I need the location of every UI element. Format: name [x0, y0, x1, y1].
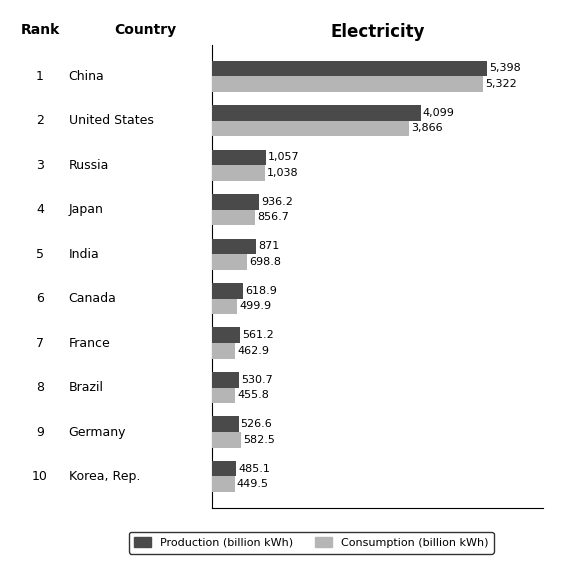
Bar [212, 165, 265, 180]
Text: 5,398: 5,398 [489, 64, 521, 73]
Text: 618.9: 618.9 [245, 286, 277, 296]
Text: Canada: Canada [69, 292, 117, 305]
Text: 4: 4 [36, 203, 44, 216]
Bar [212, 283, 243, 298]
Text: 3: 3 [36, 158, 44, 171]
Text: 526.6: 526.6 [241, 419, 272, 429]
Title: Electricity: Electricity [330, 23, 425, 41]
Text: 462.9: 462.9 [237, 346, 269, 356]
Text: Japan: Japan [69, 203, 104, 216]
Bar [212, 372, 239, 387]
Text: Russia: Russia [69, 158, 109, 171]
Text: Country: Country [114, 23, 177, 37]
Bar [212, 387, 235, 403]
Text: 449.5: 449.5 [237, 479, 269, 489]
Text: Rank: Rank [21, 23, 59, 37]
Text: Germany: Germany [69, 425, 126, 438]
Text: India: India [69, 248, 100, 261]
Text: 871: 871 [258, 241, 279, 252]
Bar [212, 328, 240, 343]
Text: United States: United States [69, 114, 153, 127]
Bar [212, 105, 421, 121]
Bar [212, 254, 247, 270]
Bar [212, 416, 239, 432]
Text: 499.9: 499.9 [239, 301, 271, 311]
Text: 485.1: 485.1 [239, 464, 271, 474]
Text: China: China [69, 70, 104, 83]
Bar [212, 149, 265, 165]
Text: 10: 10 [32, 470, 48, 483]
Text: 582.5: 582.5 [244, 435, 275, 445]
Text: 1,057: 1,057 [268, 152, 299, 162]
Text: Brazil: Brazil [69, 381, 104, 394]
Text: Korea, Rep.: Korea, Rep. [69, 470, 140, 483]
Legend: Production (billion kWh), Consumption (billion kWh): Production (billion kWh), Consumption (b… [129, 532, 494, 553]
Bar [212, 76, 483, 92]
Text: 5: 5 [36, 248, 44, 261]
Text: 4,099: 4,099 [423, 108, 455, 118]
Bar [212, 343, 235, 359]
Bar [212, 61, 487, 76]
Text: 2: 2 [36, 114, 44, 127]
Text: 5,322: 5,322 [485, 79, 517, 89]
Text: 455.8: 455.8 [237, 390, 269, 400]
Bar [212, 432, 241, 448]
Text: 1: 1 [36, 70, 44, 83]
Text: 530.7: 530.7 [241, 374, 272, 385]
Text: 8: 8 [36, 381, 44, 394]
Bar [212, 298, 237, 314]
Text: 698.8: 698.8 [249, 257, 281, 267]
Text: 1,038: 1,038 [267, 168, 298, 178]
Text: 3,866: 3,866 [411, 124, 443, 134]
Text: 7: 7 [36, 337, 44, 350]
Bar [212, 461, 236, 477]
Text: 856.7: 856.7 [257, 213, 289, 222]
Text: 561.2: 561.2 [243, 331, 274, 340]
Bar [212, 210, 255, 225]
Text: 6: 6 [36, 292, 44, 305]
Bar [212, 477, 235, 492]
Text: France: France [69, 337, 110, 350]
Bar [212, 121, 409, 136]
Text: 9: 9 [36, 425, 44, 438]
Bar [212, 194, 260, 210]
Bar [212, 239, 256, 254]
Text: 936.2: 936.2 [261, 197, 293, 207]
